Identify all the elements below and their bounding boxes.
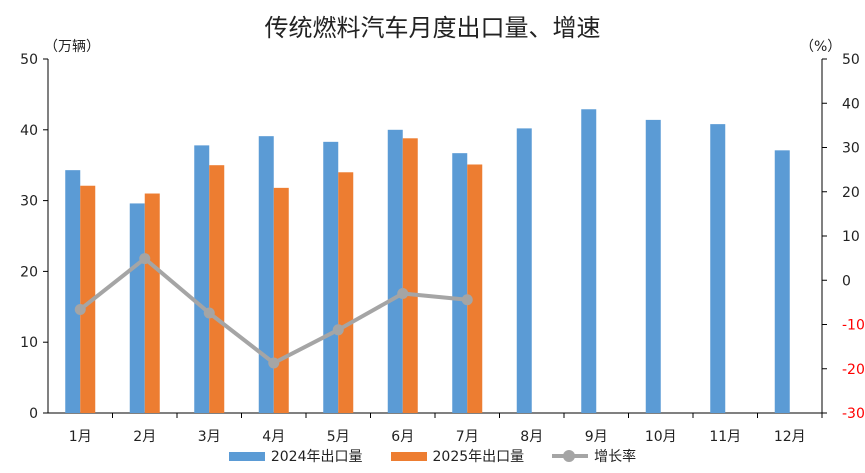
bar-2025 [402,138,418,413]
growth-point [203,307,215,319]
left-y-tick-label: 10 [20,335,38,351]
bar-2024 [129,203,145,413]
growth-point [139,253,151,265]
right-y-tick-label: 40 [842,96,860,112]
right-y-tick-label: 30 [842,141,860,157]
right-y-tick-label: -10 [842,318,865,334]
growth-point [268,357,280,369]
growth-point [74,303,86,315]
legend-swatch-growth [552,450,589,462]
right-y-tick-label: 10 [842,229,860,245]
bar-2025 [144,193,160,413]
bar-2025 [338,172,354,413]
bar-2025 [273,187,289,413]
growth-point [461,294,473,306]
bar-2025 [80,185,96,413]
bar-2025 [209,165,225,413]
right-y-tick-label: 50 [842,52,860,68]
bar-2024 [323,141,339,413]
bar-2025 [467,164,483,413]
left-y-tick-label: 40 [20,123,38,139]
x-tick-label: 7月 [456,429,479,445]
x-tick-label: 1月 [69,429,92,445]
x-tick-label: 12月 [774,429,806,445]
growth-point [397,288,409,300]
left-y-tick-label: 50 [20,52,38,68]
legend-item-2024: 2024年出口量 [228,446,363,466]
growth-point [332,324,344,336]
right-y-tick-label: -20 [842,362,865,378]
x-tick-label: 5月 [327,429,350,445]
legend-label-2025: 2025年出口量 [432,449,525,465]
x-tick-label: 8月 [520,429,543,445]
x-tick-label: 6月 [391,429,414,445]
legend-label-2024: 2024年出口量 [270,449,363,465]
bar-2024 [581,109,597,413]
bar-2024 [452,153,468,413]
legend-label-growth: 增长率 [594,449,637,465]
bar-2024 [194,145,210,413]
x-tick-label: 9月 [585,429,608,445]
x-tick-label: 4月 [262,429,285,445]
bar-2024 [645,119,661,413]
bar-2024 [516,128,532,413]
legend-swatch-2024 [228,451,265,461]
bar-2024 [65,170,81,413]
bar-2024 [710,124,726,414]
right-y-tick-label: -30 [842,406,865,422]
legend-item-growth: 增长率 [552,446,636,466]
x-tick-label: 10月 [645,429,677,445]
left-y-tick-label: 30 [20,194,38,210]
right-y-tick-label: 20 [842,185,860,201]
chart-legend: 2024年出口量 2025年出口量 增长率 [0,446,865,466]
left-y-tick-label: 0 [29,406,38,422]
x-tick-label: 11月 [709,429,741,445]
left-axis-unit: （万辆） [44,39,100,55]
x-tick-label: 3月 [198,429,221,445]
right-y-tick-label: 0 [842,273,851,289]
bar-2024 [387,129,403,414]
legend-swatch-2025 [390,451,427,461]
left-y-tick-label: 20 [20,264,38,280]
legend-item-2025: 2025年出口量 [390,446,525,466]
bar-2024 [774,150,790,413]
right-axis-unit: （%） [800,39,842,55]
chart-title: 传统燃料汽车月度出口量、增速 [264,14,601,42]
bar-2024 [258,136,274,413]
x-tick-label: 2月 [133,429,156,445]
